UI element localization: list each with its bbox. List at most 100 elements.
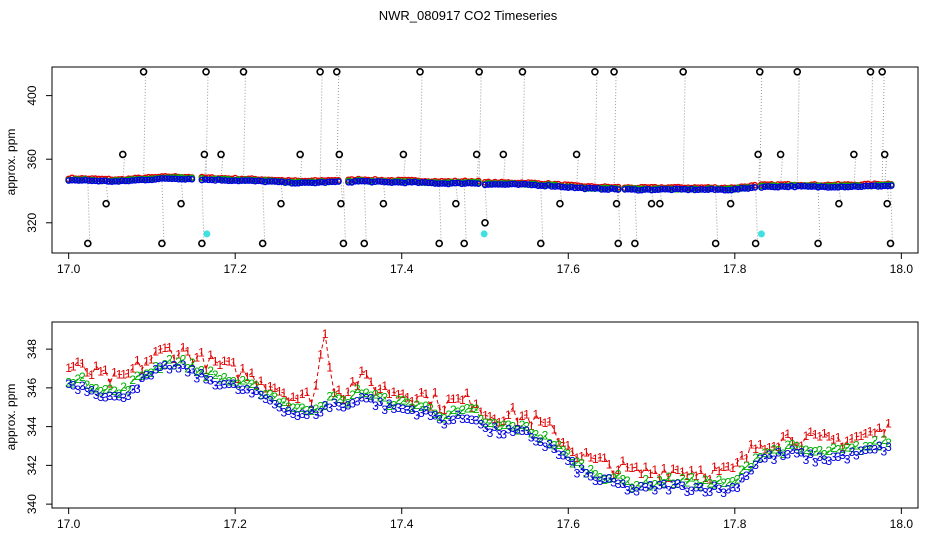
series-1-marker: 1 xyxy=(363,367,370,381)
series-3-marker: 3 xyxy=(253,384,260,398)
series-1-marker: 1 xyxy=(148,353,155,367)
top-outlier-point xyxy=(647,199,656,208)
series-3-marker: 3 xyxy=(606,471,613,485)
series-1-marker: 1 xyxy=(881,426,888,440)
series-2-marker: 2 xyxy=(528,427,535,441)
series-1-marker: 1 xyxy=(313,379,320,393)
series-1-marker: 1 xyxy=(775,440,782,454)
top-band-point xyxy=(778,183,785,190)
top-band-point xyxy=(155,175,162,183)
series-1-marker: 1 xyxy=(249,366,256,380)
series-3-marker: 3 xyxy=(175,361,182,375)
top-outlier-point xyxy=(536,239,545,248)
series-2-marker: 2 xyxy=(706,476,713,490)
series-3-marker: 3 xyxy=(143,369,150,383)
series-2-marker: 2 xyxy=(203,370,210,384)
series-2-marker: 2 xyxy=(601,473,608,487)
top-band-point xyxy=(598,186,605,193)
series-3-marker: 3 xyxy=(441,418,448,432)
top-band-point xyxy=(448,180,455,187)
top-band-point xyxy=(105,178,112,185)
top-band-point xyxy=(741,185,749,192)
series-3-marker: 3 xyxy=(377,395,384,409)
top-band-point xyxy=(351,177,359,185)
series-1-marker: 1 xyxy=(441,403,448,417)
top-connector xyxy=(796,71,800,187)
top-connector xyxy=(870,71,874,187)
series-2-marker: 2 xyxy=(725,476,732,490)
series-3-marker: 3 xyxy=(569,455,576,469)
top-band-point xyxy=(505,181,512,188)
top-outlier-point xyxy=(726,199,735,208)
series-3-marker: 3 xyxy=(610,476,617,490)
series-1-marker: 1 xyxy=(294,392,301,406)
top-band-point xyxy=(748,184,755,192)
top-connector xyxy=(280,182,284,204)
top-band-point xyxy=(581,185,589,193)
series-2-marker: 2 xyxy=(368,389,375,403)
series-2-marker: 2 xyxy=(638,480,645,494)
top-band-point xyxy=(361,177,369,185)
series-2-marker: 2 xyxy=(244,376,251,390)
series-1-marker: 1 xyxy=(418,386,425,400)
series-2-marker: 2 xyxy=(303,404,310,418)
series-2-marker: 2 xyxy=(161,358,168,372)
top-band-point xyxy=(578,184,585,192)
top-outlier-point xyxy=(200,150,209,159)
top-band-point xyxy=(295,179,302,187)
series-3-marker: 3 xyxy=(766,448,773,462)
series-3-marker: 3 xyxy=(166,362,173,376)
top-band-point xyxy=(644,186,652,193)
series-1-marker: 1 xyxy=(93,359,100,373)
series-1-marker: 1 xyxy=(459,393,466,407)
series-1-marker: 1 xyxy=(253,378,260,392)
series-3-marker: 3 xyxy=(368,391,375,405)
top-band-point xyxy=(574,184,582,192)
series-2-marker: 2 xyxy=(390,399,397,413)
series-2-marker: 2 xyxy=(317,400,324,414)
series-1-marker: 1 xyxy=(537,414,544,428)
series-3-marker: 3 xyxy=(345,398,352,412)
series-3-marker: 3 xyxy=(107,389,114,403)
series-2-marker: 2 xyxy=(629,481,636,495)
series-1-marker: 1 xyxy=(349,374,356,388)
top-band-point xyxy=(591,185,599,192)
series-1-marker: 1 xyxy=(771,440,778,454)
top-band-point xyxy=(854,183,862,191)
series-2-marker: 2 xyxy=(184,361,191,375)
top-outlier-point xyxy=(591,67,599,76)
series-3-marker: 3 xyxy=(821,453,828,467)
series-3-marker: 3 xyxy=(290,407,297,421)
series-3-marker: 3 xyxy=(194,372,201,386)
series-2-marker: 2 xyxy=(619,473,626,487)
bottom-ytick-label: 344 xyxy=(25,416,39,436)
top-connector xyxy=(478,71,482,184)
series-2-marker: 2 xyxy=(377,391,384,405)
series-3-marker: 3 xyxy=(505,422,512,436)
series-2-marker: 2 xyxy=(70,376,77,390)
top-band-point xyxy=(331,178,339,186)
top-xtick-label: 17.2 xyxy=(224,262,248,276)
series-1-marker: 1 xyxy=(207,348,214,362)
top-band-point xyxy=(408,179,416,186)
series-1-marker: 1 xyxy=(610,468,617,482)
series-1-marker: 1 xyxy=(336,383,343,397)
top-band-point xyxy=(428,179,436,187)
top-band-point xyxy=(788,182,795,190)
top-outlier-point xyxy=(239,67,248,76)
top-outlier-point xyxy=(878,67,886,76)
top-band-point xyxy=(554,182,562,190)
series-2-marker: 2 xyxy=(743,459,750,473)
series-2-marker: 2 xyxy=(624,474,631,488)
bottom-ytick-label: 342 xyxy=(25,455,39,475)
top-band-point xyxy=(355,178,362,185)
series-3-marker: 3 xyxy=(386,397,393,411)
top-xtick-label: 17.6 xyxy=(557,262,581,276)
bottom-xtick-label: 17.4 xyxy=(390,517,414,531)
series-1-marker: 1 xyxy=(569,445,576,459)
series-3-marker: 3 xyxy=(839,448,846,462)
top-connector xyxy=(319,71,323,183)
series-1-marker: 1 xyxy=(125,366,132,380)
series-2-marker: 2 xyxy=(514,424,521,438)
top-band-point xyxy=(72,177,79,184)
